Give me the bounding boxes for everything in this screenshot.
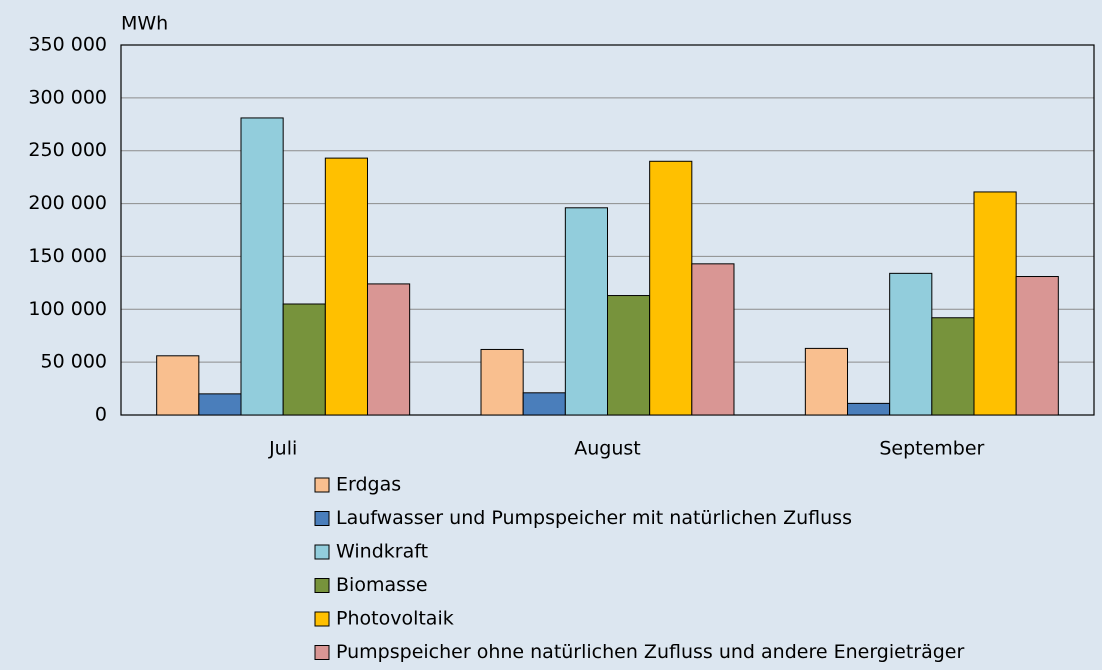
legend-label: Erdgas (336, 474, 401, 496)
y-tick-label: 100 000 (28, 298, 107, 320)
bar (607, 295, 651, 416)
y-tick-label: 350 000 (28, 34, 107, 56)
legend-label: Photovoltaik (336, 608, 454, 630)
bar (366, 283, 411, 416)
legend-label: Laufwasser und Pumpspeicher mit natürlic… (336, 507, 852, 529)
y-tick-label: 0 (95, 404, 107, 426)
bar (931, 317, 975, 416)
legend-swatch (314, 578, 330, 593)
bar (324, 157, 368, 416)
bar (480, 348, 524, 416)
bar (1015, 276, 1059, 416)
bar (156, 355, 200, 416)
y-tick-label: 200 000 (28, 192, 107, 214)
bar (649, 160, 693, 416)
legend-swatch (314, 645, 330, 660)
x-tick-label: September (879, 438, 984, 460)
bar (522, 392, 566, 416)
legend-swatch (314, 511, 330, 526)
bar (973, 191, 1017, 416)
bar (847, 402, 891, 416)
y-tick-label: 50 000 (41, 351, 107, 373)
legend-swatch (314, 544, 330, 560)
legend-label: Biomasse (336, 574, 428, 596)
x-tick-label: Juli (268, 438, 297, 460)
legend-swatch (314, 477, 330, 493)
bar (564, 207, 609, 416)
bar (282, 303, 326, 416)
x-tick-label: August (574, 438, 641, 460)
y-tick-label: 250 000 (28, 139, 107, 161)
bar (691, 263, 735, 416)
bar (240, 117, 284, 416)
legend-label: Windkraft (336, 541, 428, 563)
legend-swatch (314, 611, 330, 627)
y-tick-label: 300 000 (28, 86, 107, 108)
bar (804, 347, 849, 416)
y-tick-label: 150 000 (28, 245, 107, 267)
bar (889, 272, 933, 416)
bar (198, 393, 242, 416)
legend-label: Pumpspeicher ohne natürlichen Zufluss un… (336, 641, 964, 663)
y-unit-label: MWh (121, 13, 168, 35)
